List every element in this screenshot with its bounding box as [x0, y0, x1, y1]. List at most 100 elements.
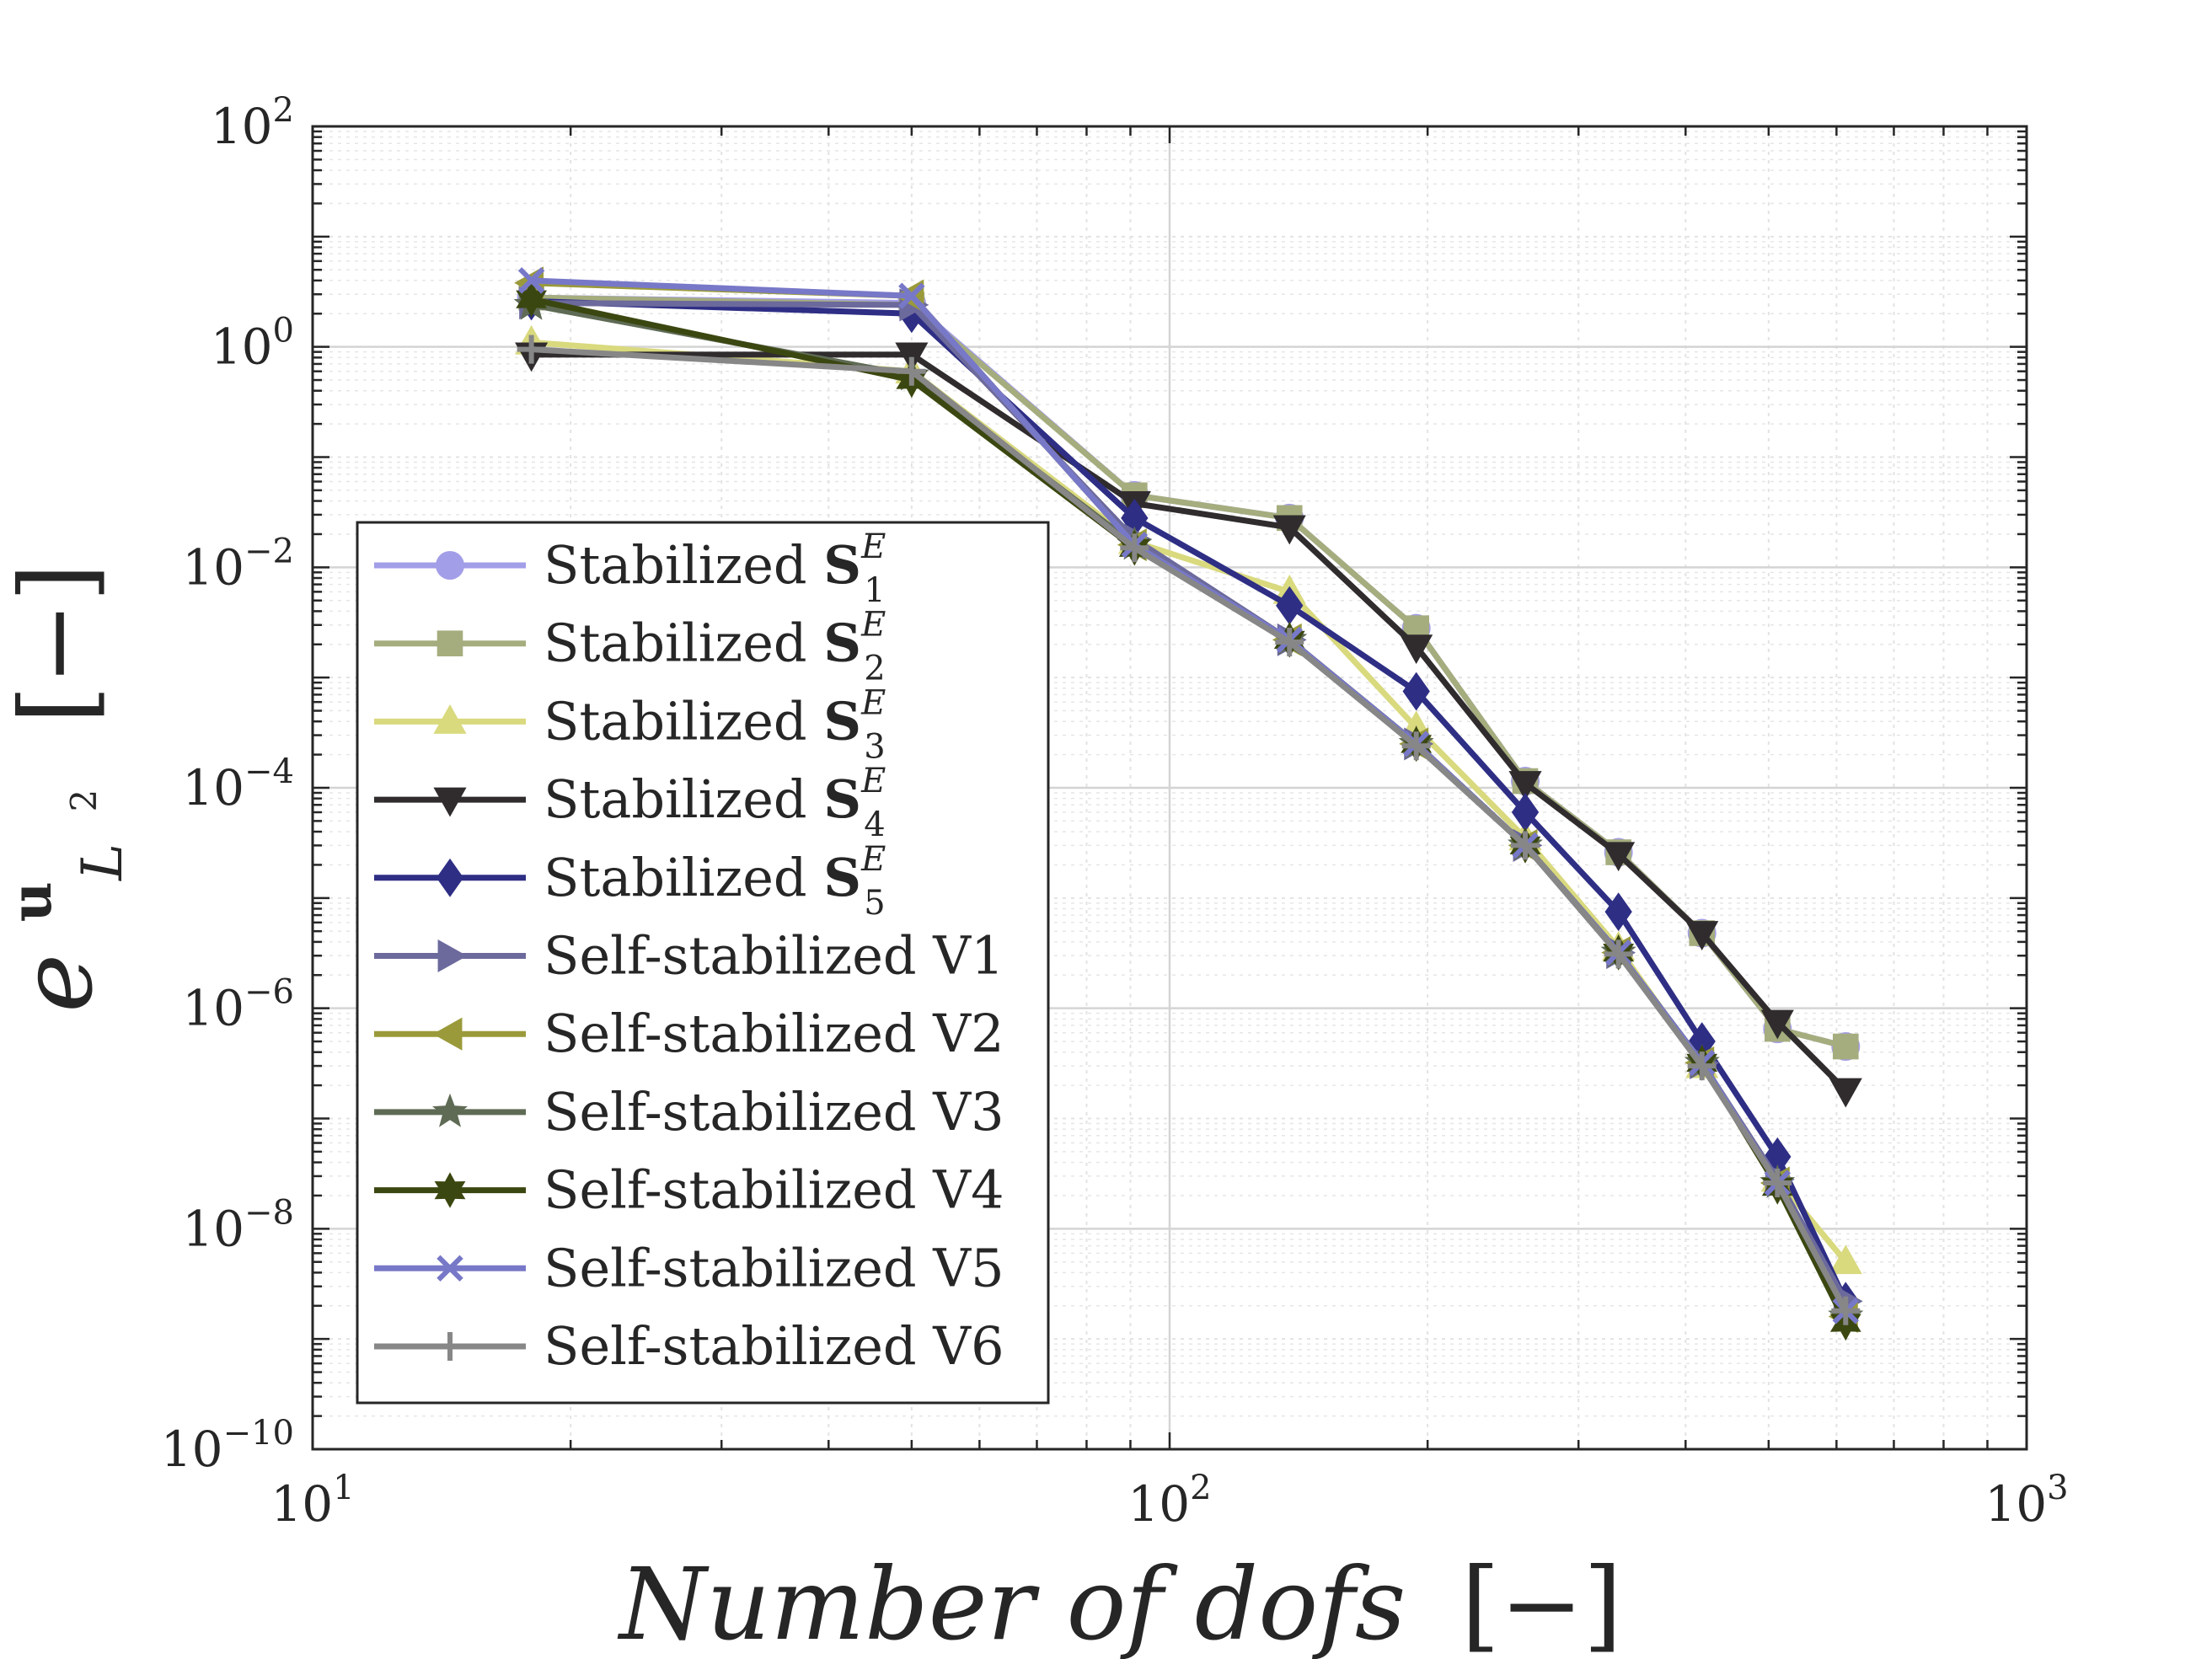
- legend-label: Self-stabilized V3: [544, 1081, 1004, 1143]
- y-tick-exponent: 0: [273, 312, 294, 351]
- x-axis-label: Number of dofs [−]: [617, 1546, 1622, 1659]
- x-tick-base: 10: [1984, 1475, 2047, 1533]
- x-marker-stroke: [437, 1255, 463, 1282]
- series-line: [531, 351, 1848, 1093]
- legend-label-text: Stabilized: [544, 768, 823, 830]
- y-tick-exponent: −10: [223, 1414, 294, 1453]
- y-tick-exponent: −4: [244, 752, 294, 791]
- legend-label: Self-stabilized V5: [544, 1237, 1004, 1298]
- legend-marker: [437, 1255, 463, 1282]
- y-axis-unit: [−]: [0, 563, 115, 724]
- y-tick-label: 10−8: [182, 1193, 294, 1257]
- legend-label-sub: 1: [864, 571, 885, 610]
- y-tick-base: 10: [182, 1200, 244, 1257]
- svg-text:e u L 2: e u L 2 [−]: [0, 563, 145, 1012]
- series-line: [531, 297, 1849, 1303]
- legend-label: Stabilized SE 1: [544, 527, 886, 610]
- y-axis-subscript: L: [70, 843, 135, 881]
- legend-label-sup: E: [860, 683, 886, 722]
- x-tick-exponent: 1: [333, 1469, 354, 1507]
- data-point: [516, 281, 547, 318]
- legend-label-text: Stabilized: [544, 690, 823, 752]
- y-tick-exponent: −6: [244, 973, 294, 1012]
- data-point: [1688, 1022, 1716, 1062]
- y-tick-label: 10−4: [182, 752, 294, 816]
- data-point: [1604, 939, 1633, 969]
- legend-label-sup: E: [860, 762, 886, 800]
- data-point: [1402, 672, 1430, 711]
- y-tick-base: 10: [182, 538, 244, 596]
- x-marker-stroke: [898, 282, 925, 309]
- legend-label-symbol: S: [823, 847, 861, 908]
- y-tick-base: 10: [182, 759, 244, 816]
- svg-text:Number of dofs [−]: Number of dofs [−]: [617, 1546, 1622, 1659]
- legend-label-text: Stabilized: [544, 534, 823, 596]
- legend-marker: [436, 551, 464, 580]
- legend-label: Stabilized SE 2: [544, 606, 886, 688]
- data-point: [1275, 628, 1304, 657]
- legend-marker: [436, 1332, 464, 1361]
- legend-label: Self-stabilized V6: [544, 1315, 1004, 1377]
- data-point: [1604, 892, 1632, 932]
- y-tick-label: 10−10: [161, 1414, 294, 1478]
- legend-label-text: Self-stabilized V3: [544, 1081, 1004, 1143]
- data-point: [1831, 1296, 1861, 1325]
- data-point: [1276, 586, 1304, 625]
- data-point: [1764, 1137, 1792, 1176]
- legend-label-text: Self-stabilized V2: [544, 1003, 1004, 1064]
- y-tick-exponent: −2: [244, 532, 294, 570]
- legend-marker: [433, 704, 467, 734]
- legend-label: Self-stabilized V1: [544, 925, 1004, 987]
- legend-label-sup: E: [860, 840, 886, 879]
- data-point: [1829, 1078, 1862, 1108]
- data-point: [897, 356, 926, 386]
- x-axis-unit: [−]: [1461, 1546, 1622, 1659]
- legend-label-text: Self-stabilized V4: [544, 1159, 1004, 1221]
- data-point: [517, 267, 545, 294]
- y-axis-label: e u L 2 [−]: [0, 563, 145, 1012]
- legend-marker: [436, 858, 464, 897]
- legend-entry: Self-stabilized V1: [374, 925, 1004, 987]
- legend-label-text: Self-stabilized V5: [544, 1237, 1004, 1298]
- legend-label: Stabilized SE 5: [544, 840, 886, 923]
- y-tick-label: 10−2: [182, 532, 294, 596]
- legend-entry: Stabilized SE 1: [374, 527, 886, 610]
- data-point: [1687, 1052, 1717, 1081]
- legend-label-symbol: S: [823, 768, 861, 830]
- legend-entry: Self-stabilized V2: [374, 1003, 1004, 1064]
- data-point: [1121, 498, 1149, 538]
- legend-entry: Stabilized SE 2: [374, 606, 886, 688]
- legend-entry: Stabilized SE 3: [374, 683, 886, 766]
- legend-marker: [433, 787, 467, 817]
- x-marker-stroke: [517, 267, 545, 294]
- legend-label-text: Self-stabilized V1: [544, 925, 1004, 987]
- data-point: [1760, 1009, 1794, 1040]
- y-axis-superscript: u: [0, 881, 64, 922]
- x-tick-exponent: 3: [2047, 1469, 2068, 1507]
- legend-label-text: Stabilized: [544, 847, 823, 908]
- data-point: [1832, 1033, 1859, 1060]
- legend-label-sub: 4: [864, 805, 885, 844]
- legend-label: Stabilized SE 3: [544, 683, 886, 766]
- legend-marker: [432, 1093, 468, 1127]
- y-tick-base: 10: [161, 1421, 223, 1478]
- x-axis-title: Number of dofs: [617, 1546, 1406, 1659]
- series-11: [517, 334, 1861, 1325]
- legend-box: [356, 521, 1050, 1405]
- y-tick-exponent: 2: [273, 91, 294, 130]
- legend-label: Self-stabilized V2: [544, 1003, 1004, 1064]
- x-tick-base: 10: [270, 1475, 333, 1533]
- y-axis-sub-superscript: 2: [63, 789, 104, 812]
- data-point: [898, 282, 925, 309]
- legend-entry: Self-stabilized V4: [374, 1159, 1004, 1221]
- x-tick-exponent: 2: [1190, 1469, 1211, 1507]
- y-axis-symbol: e: [0, 954, 115, 1013]
- x-tick-base: 10: [1127, 1475, 1190, 1533]
- x-tick-label: 103: [1984, 1469, 2068, 1533]
- legend-entry: Self-stabilized V3: [374, 1081, 1004, 1143]
- data-point: [1511, 831, 1540, 860]
- data-point: [1511, 793, 1540, 832]
- legend-label: Stabilized SE 4: [544, 762, 886, 844]
